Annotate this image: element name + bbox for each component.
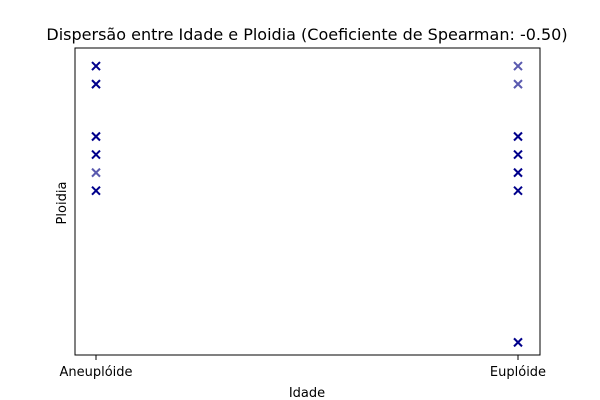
x-axis: Aneuplóide Euplóide <box>59 355 546 380</box>
data-point <box>513 185 523 196</box>
data-point <box>91 149 101 160</box>
data-point <box>513 131 523 142</box>
x-tick-label: Euplóide <box>490 365 546 380</box>
data-point <box>91 79 101 89</box>
plot-frame <box>74 47 541 356</box>
x-tick-label: Aneuplóide <box>59 365 132 380</box>
data-point <box>513 61 523 71</box>
data-point <box>91 61 101 71</box>
y-axis-label: Ploidia <box>55 182 70 225</box>
data-point <box>91 185 101 196</box>
data-point <box>513 337 523 348</box>
data-point <box>513 167 523 178</box>
data-point <box>91 131 101 142</box>
data-point <box>513 149 523 160</box>
data-point <box>91 167 101 178</box>
data-point <box>513 79 523 89</box>
data-points <box>91 61 523 348</box>
chart-title: Dispersão entre Idade e Ploidia (Coefici… <box>46 25 567 44</box>
x-axis-label: Idade <box>289 386 325 400</box>
